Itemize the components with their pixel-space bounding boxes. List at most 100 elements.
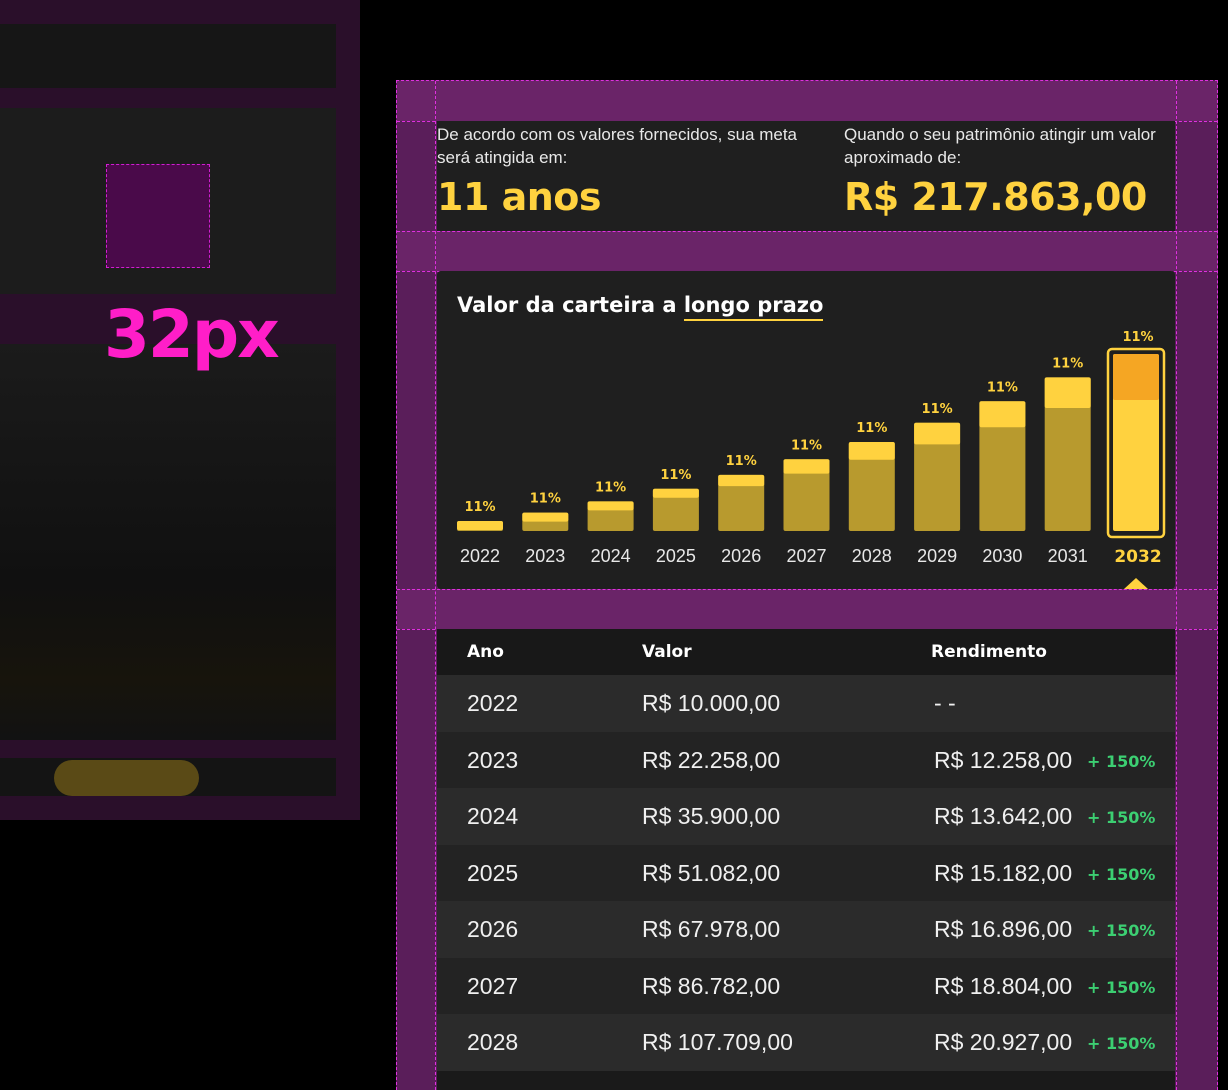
wealth-value: R$ 217.863,00: [844, 175, 1147, 219]
bar-cap-2022: [457, 521, 503, 530]
x-tick-label: 2032: [1114, 547, 1161, 567]
bar-value-label: 11%: [595, 480, 626, 495]
table-row: 2026 R$ 67.978,00 R$ 16.896,00 + 150%: [437, 901, 1175, 958]
preview-block: [0, 24, 336, 88]
header-year: Ano: [467, 642, 504, 662]
bar-cap-2030: [979, 401, 1026, 428]
bar-2028: [848, 442, 895, 531]
x-tick-label: 2029: [917, 546, 957, 566]
bar-cap-2023: [522, 512, 569, 522]
cell-value: R$ 10.000,00: [642, 690, 781, 716]
cell-value: R$ 35.900,00: [642, 803, 781, 829]
bar-value-label: 11%: [530, 492, 561, 507]
left-preview-panel: 32px: [0, 0, 360, 820]
table-row: 2023 R$ 22.258,00 R$ 12.258,00 + 150%: [437, 731, 1175, 788]
bar-value-label: 11%: [1122, 330, 1153, 345]
spacing-indicator-square: [106, 164, 210, 268]
cell-year: 2024: [467, 803, 519, 829]
cell-value: R$ 67.978,00: [642, 916, 781, 942]
chart-title-prefix: Valor da carteira a: [457, 293, 677, 317]
bar-cap-2028: [848, 442, 895, 460]
table-row: 2028 R$ 107.709,00 R$ 20.927,00 + 150%: [437, 1014, 1175, 1071]
x-tick-label: 2022: [460, 546, 500, 566]
bar-value-label: 11%: [922, 402, 953, 417]
bar-cap-2027: [783, 459, 830, 474]
table-row: 2027 R$ 86.782,00 R$ 18.804,00 + 150%: [437, 957, 1175, 1014]
bar-cap-2024: [587, 501, 634, 511]
bar-2031: [1044, 377, 1091, 531]
cell-yield: R$ 12.258,00: [934, 746, 1073, 773]
bar-value-label: 11%: [856, 421, 887, 436]
x-tick-label: 2030: [982, 546, 1022, 566]
yield-badge: + 150%: [1087, 751, 1156, 771]
cell-yield: - -: [934, 690, 956, 716]
yield-badge: + 150%: [1087, 864, 1156, 884]
cell-year: 2022: [467, 690, 519, 716]
padding-guide: [397, 589, 1217, 629]
header-value: Valor: [642, 642, 692, 662]
cell-yield: R$ 20.927,00: [934, 1029, 1073, 1055]
goal-value: 11 anos: [437, 175, 602, 219]
projection-table: Ano Valor Rendimento 2022 R$ 10.000,00 - -…: [437, 629, 1175, 1090]
summary-card: De acordo com os valores fornecidos, sua…: [437, 121, 1175, 231]
cell-yield: R$ 13.642,00: [934, 803, 1073, 829]
padding-guide: [397, 231, 1217, 271]
cell-yield: R$ 16.896,00: [934, 916, 1073, 942]
guide-line: [435, 81, 436, 1090]
layout-frame: De acordo com os valores fornecidos, sua…: [396, 80, 1218, 1090]
bar-value-label: 11%: [1052, 356, 1083, 371]
x-tick-label: 2027: [786, 546, 826, 566]
bar-cap-2029: [914, 422, 961, 445]
x-tick-label: 2031: [1048, 546, 1088, 566]
wealth-description: Quando o seu patrimônio atingir um valor…: [844, 125, 1156, 167]
cell-year: 2028: [467, 1029, 519, 1055]
bar-value-label: 11%: [791, 438, 822, 453]
x-tick-label: 2025: [656, 546, 696, 566]
cell-year: 2026: [467, 916, 519, 942]
yield-badge: + 150%: [1087, 977, 1156, 997]
cell-value: R$ 22.258,00: [642, 746, 781, 773]
cell-value: R$ 86.782,00: [642, 972, 781, 999]
padding-guide: [397, 81, 1217, 121]
yield-badge: + 150%: [1087, 921, 1156, 940]
table-row: 2024 R$ 35.900,00 R$ 13.642,00 + 150%: [437, 788, 1175, 845]
preview-button: [54, 760, 199, 796]
chart-title-highlight: longo prazo: [683, 293, 824, 321]
cell-value: R$ 51.082,00: [642, 859, 781, 886]
x-tick-label: 2023: [525, 546, 565, 566]
table-header: Ano Valor Rendimento: [437, 629, 1175, 675]
cell-year: 2023: [467, 746, 519, 773]
bar-2026: [718, 474, 765, 531]
cell-year: 2027: [467, 972, 519, 999]
cell-year: 2025: [467, 859, 519, 886]
portfolio-chart-card: 11% 2022 11% 2023 11% 2024 11% 2025 11% 2026 11% 20…: [437, 271, 1175, 589]
spacing-label: 32px: [104, 296, 280, 373]
bar-2030: [979, 401, 1026, 531]
cell-yield: R$ 18.804,00: [934, 972, 1073, 999]
guide-line: [397, 231, 1217, 232]
table-row: 2022 R$ 10.000,00 - -: [437, 675, 1175, 732]
portfolio-chart: 11% 2022 11% 2023 11% 2024 11% 2025 11% 2026 11% 20…: [457, 330, 1166, 589]
bar-highlight-outline: [1106, 347, 1166, 539]
guide-line: [397, 589, 1217, 590]
bar-2027: [783, 459, 830, 531]
yield-badge: + 150%: [1087, 808, 1156, 827]
bar-cap-2031: [1044, 377, 1091, 409]
selected-marker-icon: [1124, 578, 1148, 589]
bar-2025: [652, 488, 699, 531]
guide-line: [1176, 81, 1177, 1090]
wealth-summary: Quando o seu patrimônio atingir um valor…: [844, 121, 1174, 219]
x-tick-label: 2024: [591, 546, 631, 566]
table-row: 2025 R$ 51.082,00 R$ 15.182,00 + 150%: [437, 844, 1175, 901]
cell-value: R$ 107.709,00: [642, 1029, 793, 1055]
x-tick-label: 2026: [721, 546, 761, 566]
bar-2029: [914, 422, 961, 531]
bar-cap-2032: [1113, 354, 1159, 400]
bar-value-label: 11%: [464, 500, 495, 515]
header-yield: Rendimento: [931, 642, 1047, 662]
yield-badge: + 150%: [1087, 1034, 1156, 1053]
chart-title: Valor da carteira a longo prazo: [457, 293, 824, 321]
goal-description: De acordo com os valores fornecidos, sua…: [437, 125, 798, 167]
bar-value-label: 11%: [660, 468, 691, 483]
x-tick-label: 2028: [852, 546, 892, 566]
